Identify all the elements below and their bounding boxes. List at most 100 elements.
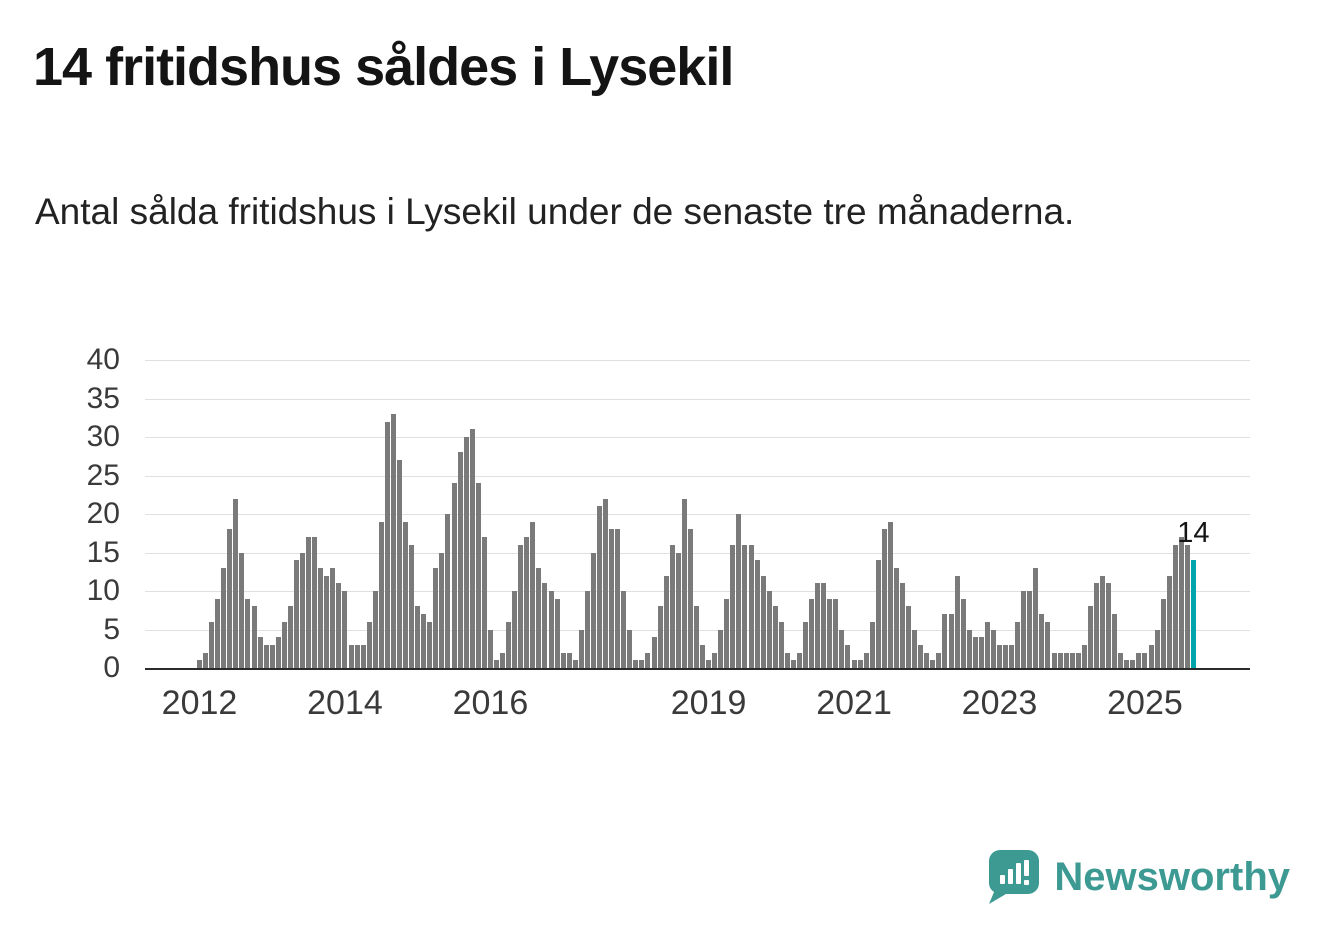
x-tick-label: 2023 — [961, 684, 1038, 722]
bar — [1112, 614, 1118, 668]
bar — [809, 598, 815, 668]
bar — [481, 537, 487, 668]
bar — [300, 552, 306, 668]
gridline — [145, 398, 1250, 400]
bar — [996, 644, 1002, 668]
bar — [451, 483, 457, 668]
y-tick-label: 15 — [86, 535, 120, 569]
bar — [609, 529, 615, 668]
bar — [396, 460, 402, 668]
gridline — [145, 514, 1250, 515]
bar — [263, 644, 269, 668]
bar — [578, 629, 584, 668]
bar — [712, 652, 718, 668]
bar — [463, 437, 469, 668]
gridline — [145, 552, 1250, 554]
bar — [760, 575, 766, 668]
bar — [948, 614, 954, 668]
bar — [796, 652, 802, 668]
bar — [821, 583, 827, 668]
bar — [318, 567, 324, 668]
bar — [572, 660, 578, 668]
bar — [675, 552, 681, 668]
bar — [445, 514, 451, 668]
bar — [972, 637, 978, 668]
x-tick-label: 2019 — [670, 684, 747, 722]
y-tick-label: 20 — [86, 497, 120, 530]
bar — [930, 660, 936, 668]
bar — [306, 537, 312, 668]
bar — [724, 598, 730, 668]
bar — [427, 621, 433, 668]
bar — [881, 529, 887, 668]
page-title: 14 fritidshus såldes i Lysekil — [33, 37, 734, 97]
bar — [215, 598, 221, 668]
bar — [1148, 644, 1154, 668]
newsworthy-logo-text: Newsworthy — [1054, 854, 1290, 899]
bar — [936, 652, 942, 668]
bar — [1184, 544, 1190, 668]
bar — [1075, 652, 1081, 668]
bar — [566, 652, 572, 668]
bar — [221, 567, 227, 668]
bar — [1003, 644, 1009, 668]
bar — [1142, 652, 1148, 668]
bar — [900, 583, 906, 668]
bar — [354, 644, 360, 668]
gridline — [145, 475, 1250, 477]
bar — [790, 660, 796, 668]
bar — [1124, 660, 1130, 668]
bar — [918, 644, 924, 668]
bar — [815, 583, 821, 668]
bar — [1100, 575, 1106, 668]
bar — [766, 591, 772, 668]
bar — [669, 544, 675, 668]
bar — [778, 621, 784, 668]
bar — [887, 521, 893, 668]
y-tick-label: 40 — [86, 343, 120, 376]
y-tick-label: 25 — [86, 458, 120, 492]
bar — [1015, 621, 1021, 668]
bar — [893, 567, 899, 668]
bar — [693, 606, 699, 668]
bar — [584, 591, 590, 668]
bar — [990, 629, 996, 668]
bar — [1136, 652, 1142, 668]
y-axis-labels: 0 5 10 15 20 25 30 35 40 — [35, 343, 120, 684]
bar — [378, 521, 384, 668]
bar — [700, 644, 706, 668]
bar — [681, 498, 687, 668]
bar — [324, 575, 330, 668]
bar — [1087, 606, 1093, 668]
bar — [736, 514, 742, 668]
bar — [487, 629, 493, 668]
bar — [506, 621, 512, 668]
bar — [1033, 567, 1039, 668]
x-axis-labels: 2012 2014 2016 2019 2021 2023 2025 — [145, 684, 1250, 729]
bar — [524, 537, 530, 668]
bar — [603, 498, 609, 668]
bar — [639, 660, 645, 668]
bar — [663, 575, 669, 668]
y-tick-label: 35 — [86, 381, 120, 415]
bar — [803, 621, 809, 668]
bar — [954, 575, 960, 668]
bar — [984, 621, 990, 668]
bar — [384, 421, 390, 668]
bar — [239, 552, 245, 668]
bar — [518, 544, 524, 668]
bar — [1027, 591, 1033, 668]
bar — [1172, 544, 1178, 668]
bar — [772, 606, 778, 668]
gridline — [145, 437, 1250, 438]
bar — [875, 560, 881, 668]
bar — [651, 637, 657, 668]
bar — [1178, 537, 1184, 668]
bar — [390, 413, 396, 668]
bar — [845, 644, 851, 668]
bar — [281, 621, 287, 668]
bar — [839, 629, 845, 668]
bar — [548, 591, 554, 668]
bar — [493, 660, 499, 668]
